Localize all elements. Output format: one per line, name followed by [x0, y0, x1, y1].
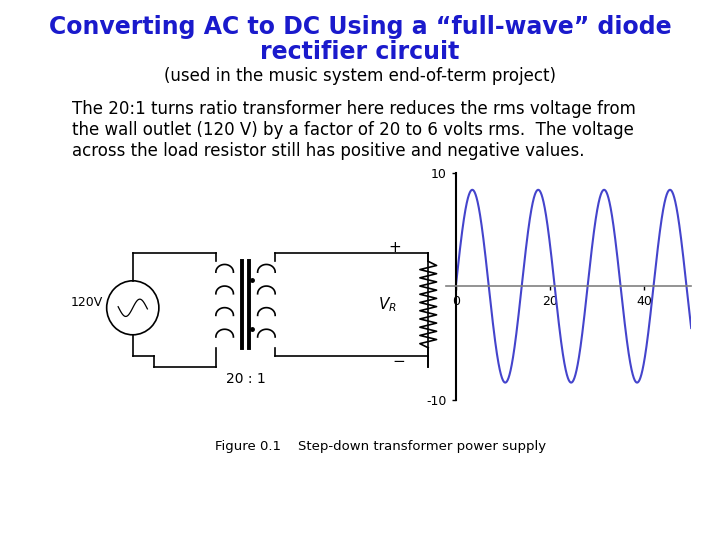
Text: 120V: 120V — [71, 296, 102, 309]
Text: Converting AC to DC Using a “full-wave” diode: Converting AC to DC Using a “full-wave” … — [49, 15, 671, 39]
Text: 50Ω: 50Ω — [447, 298, 475, 312]
Text: −: − — [392, 354, 405, 369]
Text: (used in the music system end-of-term project): (used in the music system end-of-term pr… — [164, 67, 556, 85]
Text: +: + — [388, 240, 401, 255]
Text: across the load resistor still has positive and negative values.: across the load resistor still has posit… — [72, 142, 585, 160]
Text: The 20:1 turns ratio transformer here reduces the rms voltage from: The 20:1 turns ratio transformer here re… — [72, 100, 636, 118]
Text: $V_R$: $V_R$ — [378, 295, 397, 314]
Text: the wall outlet (120 V) by a factor of 20 to 6 volts rms.  The voltage: the wall outlet (120 V) by a factor of 2… — [72, 121, 634, 139]
Text: Figure 0.1    Step-down transformer power supply: Figure 0.1 Step-down transformer power s… — [215, 440, 546, 453]
Text: 20 : 1: 20 : 1 — [225, 372, 266, 386]
Text: rectifier circuit: rectifier circuit — [261, 40, 459, 64]
